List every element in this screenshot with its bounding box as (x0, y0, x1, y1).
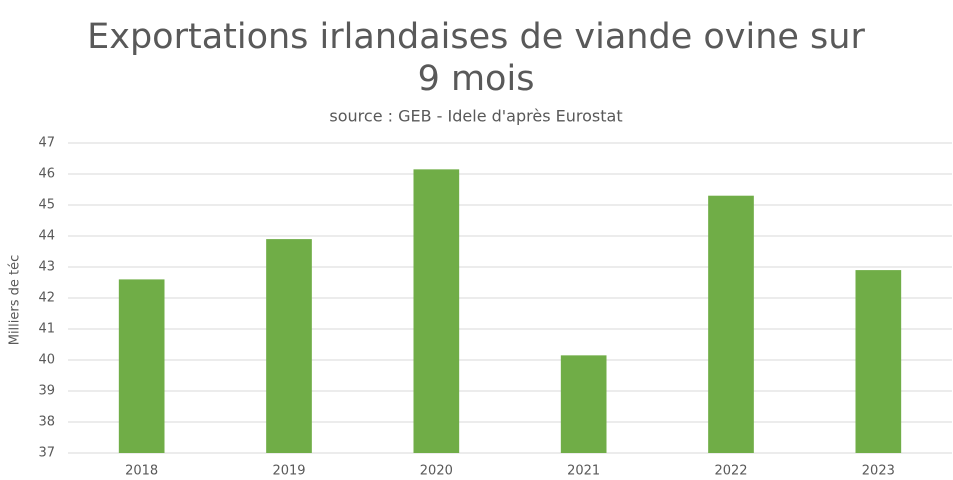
y-tick-label: 37 (38, 446, 55, 461)
x-tick-label: 2019 (272, 464, 305, 479)
bar (413, 169, 460, 453)
x-tick-label: 2023 (862, 464, 895, 479)
chart-subtitle: source : GEB - Idele d'après Eurostat (329, 107, 622, 126)
y-tick-label: 39 (38, 384, 55, 399)
y-tick-label: 46 (38, 167, 55, 182)
y-tick-label: 40 (38, 353, 55, 368)
y-tick-label: 44 (38, 229, 55, 244)
bar (855, 270, 902, 453)
bar (708, 195, 754, 453)
y-tick-label: 45 (38, 198, 55, 213)
bar (560, 355, 607, 453)
y-tick-label: 42 (38, 291, 55, 306)
y-tick-label: 38 (38, 415, 55, 430)
y-tick-label: 43 (38, 260, 55, 275)
bar (266, 239, 312, 453)
y-tick-label: 41 (38, 322, 55, 337)
x-tick-label: 2020 (420, 464, 453, 479)
y-axis-label: Milliers de téc (8, 255, 23, 346)
x-tick-label: 2018 (125, 464, 158, 479)
chart-title: Exportations irlandaises de viande ovine… (87, 17, 865, 99)
x-tick-label: 2021 (567, 464, 600, 479)
bar (118, 279, 165, 453)
y-tick-label: 47 (38, 136, 55, 151)
x-tick-label: 2022 (714, 464, 747, 479)
